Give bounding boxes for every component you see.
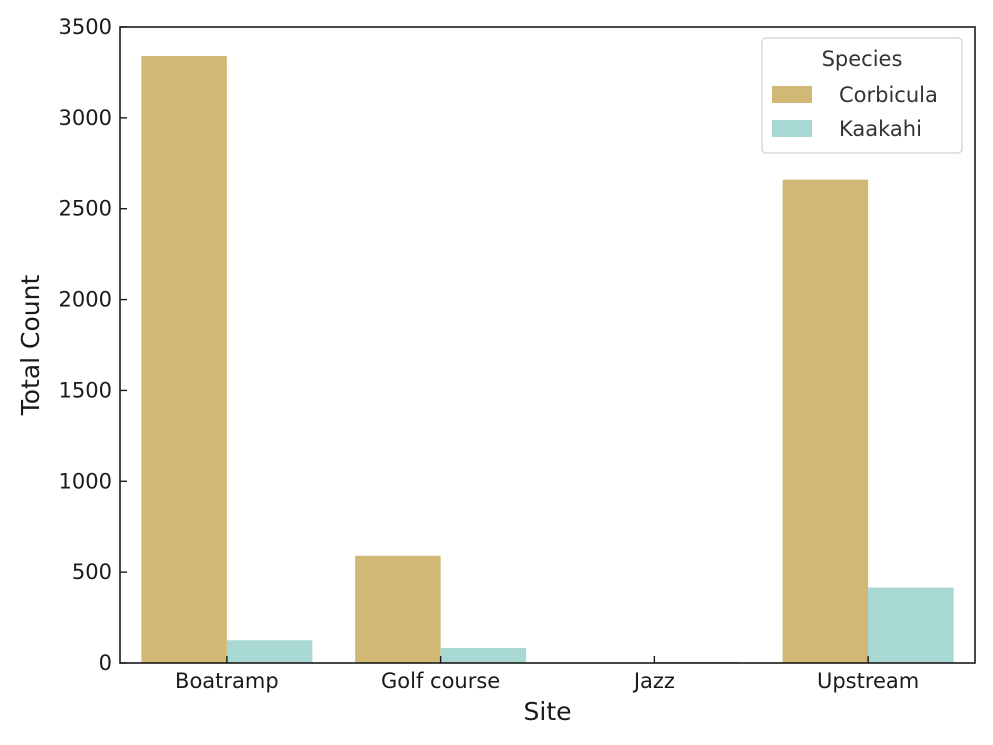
x-tick-label: Jazz — [632, 669, 675, 693]
y-tick-label: 0 — [99, 651, 112, 675]
bar-kaakahi-boatramp — [226, 640, 313, 663]
x-tick-label: Golf course — [381, 669, 500, 693]
bars-group — [141, 56, 954, 664]
bar-corbicula-golf-course — [355, 555, 441, 663]
legend-label-corbicula: Corbicula — [839, 83, 938, 107]
y-tick-label: 1500 — [59, 378, 112, 402]
y-axis-ticks: 0 500 1000 1500 2000 2500 3000 3500 — [59, 15, 127, 675]
legend-swatch-kaakahi — [772, 120, 812, 137]
x-tick-label: Boatramp — [175, 669, 279, 693]
legend-title: Species — [822, 47, 903, 71]
legend: Species Corbicula Kaakahi — [761, 37, 963, 154]
y-tick-label: 2500 — [59, 197, 112, 221]
legend-label-kaakahi: Kaakahi — [839, 117, 922, 141]
y-tick-label: 500 — [72, 560, 112, 584]
legend-swatch-corbicula — [772, 86, 812, 103]
x-axis-label: Site — [524, 697, 572, 726]
y-tick-label: 2000 — [59, 288, 112, 312]
bar-corbicula-upstream — [782, 179, 869, 663]
plot-frame — [119, 26, 976, 664]
y-tick-label: 3500 — [59, 15, 112, 39]
bar-corbicula-boatramp — [141, 56, 227, 664]
bar-kaakahi-upstream — [868, 587, 954, 663]
bar-kaakahi-golf-course — [440, 648, 527, 663]
y-tick-label: 1000 — [59, 469, 112, 493]
y-axis-label: Total Count — [16, 275, 45, 417]
y-tick-label: 3000 — [59, 106, 112, 130]
x-tick-label: Upstream — [817, 669, 919, 693]
x-axis-ticks: Boatramp Golf course Jazz Upstream — [175, 656, 919, 693]
